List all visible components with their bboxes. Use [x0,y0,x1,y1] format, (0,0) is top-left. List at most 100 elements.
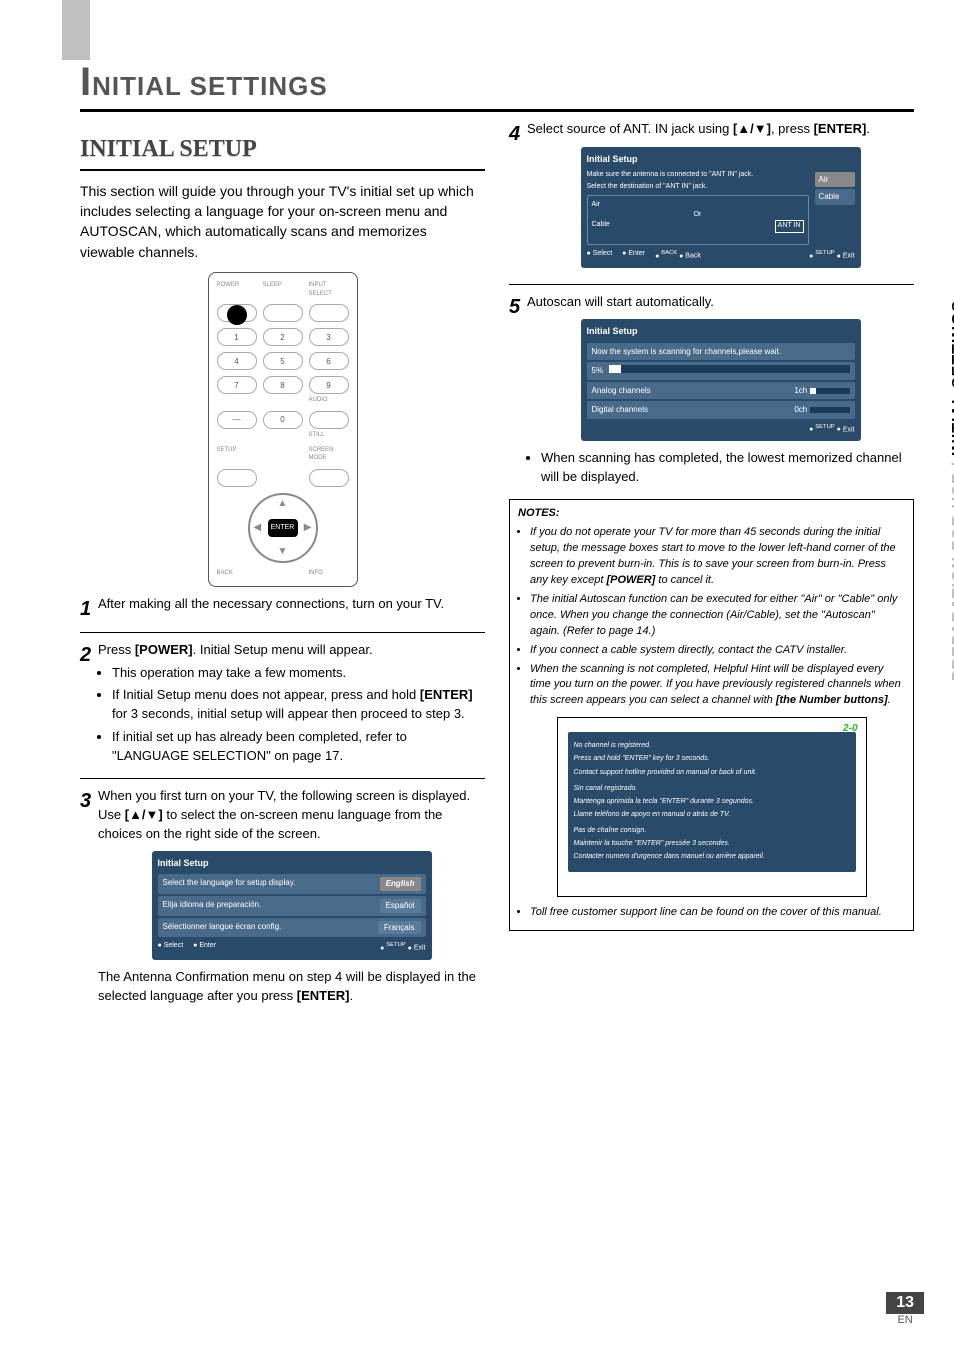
note-4: When the scanning is not completed, Help… [530,662,905,710]
hint-en-1: No channel is registered. [574,741,850,751]
step-4-text: Select source of ANT. IN jack using [▲/▼… [527,121,870,136]
osd-ant-cable: Cable [815,189,855,205]
osd-ant-foot-back: BACK Back [655,249,701,261]
still-label: STILL [309,431,349,440]
screen-mode-label: SCREEN MODE [309,446,349,463]
step-3: 3 When you first turn on your TV, the fo… [80,787,485,1006]
step-1-number: 1 [80,595,98,624]
digit-5: 5 [263,352,303,370]
step-1: 1 After making all the necessary connect… [80,595,485,624]
step-5-number: 5 [509,293,527,322]
audio-label: AUDIO [309,396,349,405]
diagram-or-label: Or [592,210,804,220]
osd-lang-label-en: Select the language for setup display. [163,877,296,891]
notes-box: NOTES: If you do not operate your TV for… [509,499,914,930]
note-last: Toll free customer support line can be f… [530,905,905,921]
osd-scan-digital-label: Digital channels [592,404,648,416]
page-number-lang: EN [886,1314,924,1326]
separator [80,778,485,779]
step-4: 4 Select source of ANT. IN jack using [▲… [509,120,914,276]
step-3-text-after: The Antenna Confirmation menu on step 4 … [98,969,476,1003]
step-2: 2 Press [POWER]. Initial Setup menu will… [80,641,485,770]
side-tab: PREPARATION FOR USE / INITIAL SETTINGS [950,300,954,681]
osd-lang-footer: Select Enter SETUP Exit [158,941,426,953]
enter-button: ENTER [268,519,298,537]
osd-foot-select: Select [158,941,184,953]
back-label: BACK [217,569,257,578]
remote-illustration: POWER SLEEP INPUT SELECT 1 2 3 4 5 6 7 8… [208,272,358,587]
hint-es-3: Llame teléfono de apoyo en manual o atrá… [574,810,850,820]
diagram-antin-label: ANT IN [775,220,804,232]
decorative-bar [62,0,90,60]
page-number: 13 EN [886,1292,924,1326]
osd-ant-msg1: Make sure the antenna is connected to "A… [587,170,809,180]
antenna-diagram: Air Or Cable ANT IN [587,195,809,245]
hint-fr-3: Contacter numero d'urgence dans manuel o… [574,852,850,862]
osd-ant-foot-enter: Enter [622,249,645,261]
osd-foot-exit: SETUP Exit [380,941,425,953]
info-label: INFO [309,569,349,578]
osd-lang-label-fr: Sélectionner langue écran config. [163,921,282,935]
osd-lang-opt-fr: Français [378,921,421,935]
arrow-right-icon: ▶ [304,521,312,536]
right-column: 4 Select source of ANT. IN jack using [▲… [509,112,914,1013]
osd-scan-progress: 5% [587,362,855,380]
digit-4: 4 [217,352,257,370]
step-5-text: Autoscan will start automatically. [527,294,714,309]
digit-0: 0 [263,411,303,429]
input-select-button [309,304,349,322]
power-button [217,304,257,322]
osd-scan-msg: Now the system is scanning for channels,… [587,343,855,361]
osd-scan-analog-val: 1ch [794,385,849,397]
step-5-bullet: When scanning has completed, the lowest … [541,449,914,487]
digit-9: 9 [309,376,349,394]
osd-language-title: Initial Setup [158,857,426,870]
notes-heading: NOTES: [518,506,905,522]
osd-scan-analog: Analog channels 1ch [587,382,855,400]
step-2-bullet-3: If initial set up has already been compl… [112,728,485,766]
hint-en-3: Contact support hotline provided on manu… [574,768,850,778]
osd-foot-setup-sup: SETUP [386,942,405,948]
diagram-cable-label: Cable [592,220,610,232]
osd-scan-analog-label: Analog channels [592,385,651,397]
digit-8: 8 [263,376,303,394]
step-2-bullet-1: This operation may take a few moments. [112,664,485,683]
osd-foot-enter: Enter [193,941,216,953]
osd-scan-title: Initial Setup [587,325,855,338]
page-number-value: 13 [886,1292,924,1314]
osd-ant-msg2: Select the destination of "ANT IN" jack. [587,182,809,192]
note-1: If you do not operate your TV for more t… [530,525,905,589]
osd-lang-opt-es: Español [380,899,421,913]
hint-fr-2: Maintenir la touche "ENTER" pressée 3 se… [574,839,850,849]
arrow-left-icon: ◀ [254,521,262,536]
osd-scan-foot-exit: SETUP Exit [809,423,854,435]
hint-en-2: Press and hold "ENTER" key for 3 seconds… [574,754,850,764]
sleep-label: SLEEP [263,281,303,298]
sleep-button [263,304,303,322]
osd-ant-foot-exit: SETUP Exit [809,249,854,261]
digit-6: 6 [309,352,349,370]
osd-lang-row-fr: Sélectionner langue écran config. Françai… [158,918,426,938]
note-2: The initial Autoscan function can be exe… [530,592,905,640]
diagram-air-label: Air [592,200,804,210]
chapter-title: INITIAL SETTINGS [80,60,914,105]
digit-7: 7 [217,376,257,394]
osd-ant-footer: Select Enter BACK Back SETUP Exit [587,249,855,261]
intro-text: This section will guide you through your… [80,181,485,262]
step-1-text: After making all the necessary connectio… [98,595,485,614]
hint-fr-1: Pas de chaîne consign. [574,826,850,836]
digit-3: 3 [309,328,349,346]
hint-es-2: Mantenga oprimida la tecla "ENTER" duran… [574,797,850,807]
chapter-initial: I [80,60,92,104]
note-3: If you connect a cable system directly, … [530,643,905,659]
osd-lang-row-es: Elija idioma de preparación.Español [158,896,426,916]
separator [80,632,485,633]
step-2-text: Press [POWER]. Initial Setup menu will a… [98,642,373,657]
osd-ant-foot-select: Select [587,249,613,261]
step-2-bullet-2: If Initial Setup menu does not appear, p… [112,686,485,724]
dpad: ▲ ▼ ◀ ▶ ENTER [217,493,349,563]
osd-scan-digital: Digital channels0ch [587,401,855,419]
section-title: INITIAL SETUP [80,132,485,171]
osd-ant-title: Initial Setup [587,153,855,166]
chapter-rest: NITIAL SETTINGS [92,71,328,101]
